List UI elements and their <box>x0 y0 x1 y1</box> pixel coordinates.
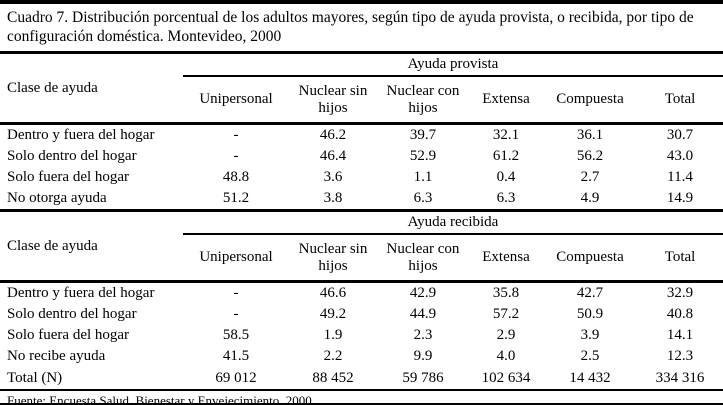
col-header-extensa: Extensa <box>469 234 543 283</box>
data-cell: 41.5 <box>222 348 250 364</box>
data-cell: 2.7 <box>580 169 600 185</box>
data-cell: 52.9 <box>409 148 437 164</box>
table-row: Solo dentro del hogar - 46.4 52.9 61.2 5… <box>0 146 723 167</box>
data-cell: 2.3 <box>413 327 433 343</box>
col-header-total: Total <box>637 234 723 283</box>
data-cell: 2.2 <box>323 348 343 364</box>
row-label: No otorga ayuda <box>0 188 183 212</box>
total-cell: 14 432 <box>543 367 637 391</box>
col-header-nuclear-con-hijos: Nuclear con hijos <box>377 76 469 125</box>
data-cell: 42.9 <box>409 285 437 301</box>
column-header-row: Unipersonal Nuclear sin hijos Nuclear co… <box>0 76 723 125</box>
section-ayuda-provista: Clase de ayuda Ayuda provista Unipersona… <box>0 54 723 212</box>
row-label: Dentro y fuera del hogar <box>7 127 155 143</box>
data-cell: 6.3 <box>469 188 543 212</box>
data-cell: 3.9 <box>580 327 600 343</box>
section-ayuda-recibida: Clase de ayuda Ayuda recibida Unipersona… <box>0 210 723 391</box>
row-header-clase-de-ayuda: Clase de ayuda <box>0 210 183 283</box>
col-header-extensa: Extensa <box>469 76 543 125</box>
data-cell: 14.9 <box>637 188 723 212</box>
data-cell: 1.1 <box>413 169 433 185</box>
data-cell: 44.9 <box>409 306 437 322</box>
section-header-row: Clase de ayuda Ayuda recibida <box>0 210 723 283</box>
data-cell: 32.1 <box>492 127 520 143</box>
row-label: Solo dentro del hogar <box>7 148 137 164</box>
row-label: No recibe ayuda <box>7 348 106 364</box>
data-cell: 4.0 <box>496 348 516 364</box>
table-title: Cuadro 7. Distribución porcentual de los… <box>0 0 723 54</box>
data-cell: 61.2 <box>492 148 520 164</box>
col-header-nuclear-sin-hijos: Nuclear sin hijos <box>289 234 377 283</box>
data-cell: 6.3 <box>377 188 469 212</box>
col-header-compuesta: Compuesta <box>543 234 637 283</box>
table-row: No otorga ayuda 51.2 3.8 6.3 6.3 4.9 14.… <box>0 188 723 212</box>
data-cell: - <box>233 306 239 322</box>
data-cell: 56.2 <box>576 148 604 164</box>
row-header-clase-de-ayuda: Clase de ayuda <box>0 54 183 125</box>
stats-table: Clase de ayuda Ayuda provista Unipersona… <box>0 54 723 391</box>
data-cell: 2.5 <box>580 348 600 364</box>
table-row: Dentro y fuera del hogar - 46.6 42.9 35.… <box>0 282 723 305</box>
data-cell: - <box>233 127 239 143</box>
col-header-nuclear-con-hijos: Nuclear con hijos <box>377 234 469 283</box>
data-cell: 3.6 <box>323 169 343 185</box>
row-label: Solo fuera del hogar <box>7 327 130 343</box>
total-cell: 69 012 <box>183 367 289 391</box>
data-cell: 12.3 <box>666 348 694 364</box>
data-cell: 1.9 <box>323 327 343 343</box>
col-header-compuesta: Compuesta <box>543 76 637 125</box>
data-cell: 35.8 <box>492 285 520 301</box>
data-cell: - <box>233 285 239 301</box>
source-note: Fuente: Encuesta Salud, Bienestar y Enve… <box>7 393 315 405</box>
row-label: Dentro y fuera del hogar <box>7 285 155 301</box>
section-title-ayuda-provista: Ayuda provista <box>183 54 723 77</box>
row-label: Solo fuera del hogar <box>7 169 130 185</box>
data-cell: 39.7 <box>409 127 437 143</box>
data-cell: - <box>233 148 239 164</box>
total-cell: 334 316 <box>637 367 723 391</box>
data-cell: 32.9 <box>666 285 694 301</box>
table-row: Solo fuera del hogar 58.5 1.9 2.3 2.9 3.… <box>0 325 723 346</box>
col-header-unipersonal: Unipersonal <box>183 76 289 125</box>
total-row-label: Total (N) <box>0 367 183 391</box>
section-header-row: Clase de ayuda Ayuda provista <box>0 54 723 125</box>
row-label: Solo dentro del hogar <box>7 306 137 322</box>
data-cell: 49.2 <box>319 306 347 322</box>
total-cell: 59 786 <box>377 367 469 391</box>
data-cell: 36.1 <box>576 127 604 143</box>
col-header-unipersonal: Unipersonal <box>183 234 289 283</box>
data-cell: 30.7 <box>666 127 694 143</box>
data-cell: 40.8 <box>666 306 694 322</box>
column-header-row: Unipersonal Nuclear sin hijos Nuclear co… <box>0 234 723 283</box>
data-cell: 11.4 <box>667 169 693 185</box>
table-row: Solo fuera del hogar 48.8 3.6 1.1 0.4 2.… <box>0 167 723 188</box>
table-row: No recibe ayuda 41.5 2.2 9.9 4.0 2.5 12.… <box>0 346 723 367</box>
total-cell: 88 452 <box>289 367 377 391</box>
data-cell: 46.4 <box>319 148 347 164</box>
col-header-total: Total <box>637 76 723 125</box>
data-cell: 48.8 <box>222 169 250 185</box>
total-row: Total (N) 69 012 88 452 59 786 102 634 1… <box>0 367 723 391</box>
data-cell: 46.6 <box>319 285 347 301</box>
data-cell: 4.9 <box>543 188 637 212</box>
data-cell: 0.4 <box>496 169 516 185</box>
data-cell: 42.7 <box>576 285 604 301</box>
data-cell: 3.8 <box>289 188 377 212</box>
data-cell: 51.2 <box>183 188 289 212</box>
data-cell: 46.2 <box>319 127 347 143</box>
table-row: Solo dentro del hogar - 49.2 44.9 57.2 5… <box>0 304 723 325</box>
section-title-ayuda-recibida: Ayuda recibida <box>183 210 723 235</box>
total-cell: 102 634 <box>469 367 543 391</box>
data-cell: 2.9 <box>496 327 516 343</box>
data-cell: 14.1 <box>666 327 694 343</box>
data-cell: 9.9 <box>413 348 433 364</box>
col-header-nuclear-sin-hijos: Nuclear sin hijos <box>289 76 377 125</box>
data-cell: 50.9 <box>576 306 604 322</box>
data-cell: 57.2 <box>492 306 520 322</box>
data-cell: 43.0 <box>666 148 694 164</box>
table-row: Dentro y fuera del hogar - 46.2 39.7 32.… <box>0 124 723 147</box>
data-cell: 58.5 <box>222 327 250 343</box>
